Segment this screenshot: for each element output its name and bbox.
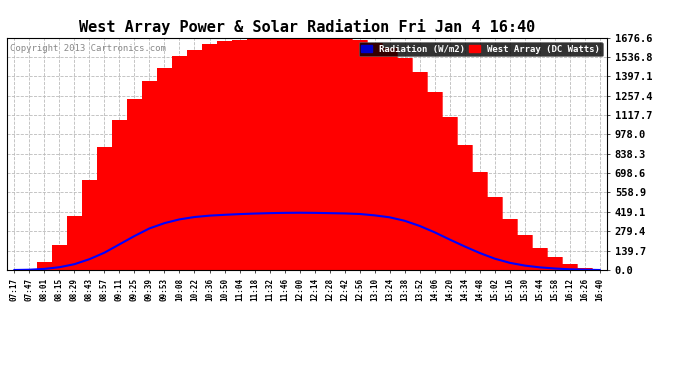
Text: Copyright 2013 Cartronics.com: Copyright 2013 Cartronics.com <box>10 45 166 54</box>
Legend: Radiation (W/m2), West Array (DC Watts): Radiation (W/m2), West Array (DC Watts) <box>359 42 602 56</box>
Title: West Array Power & Solar Radiation Fri Jan 4 16:40: West Array Power & Solar Radiation Fri J… <box>79 19 535 35</box>
